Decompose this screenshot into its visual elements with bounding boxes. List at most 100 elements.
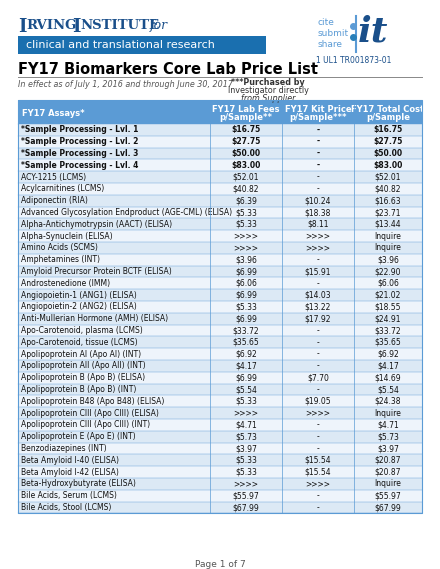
Text: Apolipoprotein CIII (Apo CIII) (INT): Apolipoprotein CIII (Apo CIII) (INT) [21, 420, 150, 430]
Text: $5.54: $5.54 [377, 385, 399, 394]
Text: $27.75: $27.75 [373, 137, 403, 146]
Text: >>>>: >>>> [305, 480, 330, 488]
Text: *Sample Processing - Lvl. 1: *Sample Processing - Lvl. 1 [21, 125, 138, 134]
Text: >>>>: >>>> [234, 480, 259, 488]
Text: *Sample Processing - Lvl. 2: *Sample Processing - Lvl. 2 [21, 137, 138, 146]
Text: -: - [316, 149, 319, 158]
Text: $55.97: $55.97 [233, 491, 259, 500]
Text: >>>>: >>>> [305, 409, 330, 418]
Text: $21.02: $21.02 [375, 291, 401, 300]
Text: $4.17: $4.17 [377, 361, 399, 370]
Text: FY17 Kit Price: FY17 Kit Price [285, 105, 351, 114]
Text: Beta Amyloid I-40 (ELISA): Beta Amyloid I-40 (ELISA) [21, 456, 119, 465]
Text: -: - [317, 326, 319, 335]
Text: -: - [316, 137, 319, 146]
Text: $23.71: $23.71 [375, 208, 401, 217]
Text: $5.73: $5.73 [377, 432, 399, 441]
Text: Amyloid Precursor Protein BCTF (ELISA): Amyloid Precursor Protein BCTF (ELISA) [21, 267, 172, 276]
Bar [18, 431, 422, 443]
Text: share: share [318, 40, 343, 49]
Bar [18, 289, 422, 301]
Text: $35.65: $35.65 [233, 338, 259, 347]
Text: $4.17: $4.17 [235, 361, 257, 370]
Text: submit: submit [318, 29, 349, 38]
Text: In effect as of July 1, 2016 and through June 30, 2017: In effect as of July 1, 2016 and through… [18, 80, 233, 89]
Text: Apolipoprotein CIII (Apo CIII) (ELISA): Apolipoprotein CIII (Apo CIII) (ELISA) [21, 409, 159, 418]
Text: Benzodiazepines (INT): Benzodiazepines (INT) [21, 444, 106, 453]
Text: $4.71: $4.71 [235, 420, 257, 430]
Text: Inquire: Inquire [374, 480, 401, 488]
Text: Page 1 of 7: Page 1 of 7 [194, 560, 246, 569]
Text: $8.11: $8.11 [307, 220, 329, 229]
Bar [18, 100, 422, 513]
Text: $6.99: $6.99 [235, 291, 257, 300]
Text: $3.97: $3.97 [235, 444, 257, 453]
Bar [18, 207, 422, 218]
Text: RVING: RVING [26, 19, 77, 32]
Text: ACY-1215 (LCMS): ACY-1215 (LCMS) [21, 172, 86, 182]
Bar [18, 360, 422, 372]
Bar [18, 395, 422, 407]
Bar [18, 266, 422, 278]
Text: -: - [317, 255, 319, 264]
Bar [18, 490, 422, 502]
Text: $6.99: $6.99 [235, 373, 257, 382]
Text: $15.91: $15.91 [305, 267, 331, 276]
Text: -: - [316, 125, 319, 134]
Text: >>>>: >>>> [234, 232, 259, 241]
Bar [18, 443, 422, 455]
Bar [18, 348, 422, 360]
Text: Beta-Hydroxybutyrate (ELISA): Beta-Hydroxybutyrate (ELISA) [21, 480, 136, 488]
Text: Anti-Mullerian Hormone (AMH) (ELISA): Anti-Mullerian Hormone (AMH) (ELISA) [21, 314, 168, 323]
Text: Inquire: Inquire [374, 409, 401, 418]
Text: Alpha-Synuclein (ELISA): Alpha-Synuclein (ELISA) [21, 232, 113, 241]
Text: $24.91: $24.91 [375, 314, 401, 323]
Text: $5.33: $5.33 [235, 220, 257, 229]
Text: -: - [317, 385, 319, 394]
Bar [18, 242, 422, 254]
Bar [18, 254, 422, 266]
Text: -: - [317, 432, 319, 441]
Text: $35.65: $35.65 [374, 338, 401, 347]
Text: for: for [150, 19, 168, 32]
Text: Angiopoietin-2 (ANG2) (ELISA): Angiopoietin-2 (ANG2) (ELISA) [21, 302, 137, 311]
Text: $33.72: $33.72 [233, 326, 259, 335]
Text: $10.24: $10.24 [305, 196, 331, 205]
Text: $4.71: $4.71 [377, 420, 399, 430]
Text: $52.01: $52.01 [233, 172, 259, 182]
Text: $67.99: $67.99 [374, 503, 401, 512]
Text: Androstenedione (IMM): Androstenedione (IMM) [21, 279, 110, 288]
Text: Amphetamines (INT): Amphetamines (INT) [21, 255, 100, 264]
Text: >>>>: >>>> [305, 232, 330, 241]
Text: -: - [317, 338, 319, 347]
Text: p/Sample**: p/Sample** [220, 113, 272, 122]
Text: $13.44: $13.44 [375, 220, 401, 229]
Bar [18, 372, 422, 384]
Bar [18, 407, 422, 419]
Text: $83.00: $83.00 [231, 161, 260, 170]
Text: $83.00: $83.00 [373, 161, 403, 170]
Bar [18, 195, 422, 207]
Text: $15.54: $15.54 [304, 468, 331, 477]
Text: from Supplier: from Supplier [241, 94, 295, 103]
Text: $50.00: $50.00 [374, 149, 403, 158]
Text: $3.97: $3.97 [377, 444, 399, 453]
Text: p/Sample: p/Sample [366, 113, 410, 122]
Text: $52.01: $52.01 [375, 172, 401, 182]
Text: *Sample Processing - Lvl. 4: *Sample Processing - Lvl. 4 [21, 161, 138, 170]
Text: $33.72: $33.72 [375, 326, 401, 335]
Bar [18, 478, 422, 490]
Text: Advanced Glycosylation Endproduct (AGE-CML) (ELISA): Advanced Glycosylation Endproduct (AGE-C… [21, 208, 232, 217]
Text: I: I [72, 18, 81, 36]
Text: Apo-Carotenoid, tissue (LCMS): Apo-Carotenoid, tissue (LCMS) [21, 338, 138, 347]
Text: -: - [317, 491, 319, 500]
Text: Alpha-Antichymotrypsin (AACT) (ELISA): Alpha-Antichymotrypsin (AACT) (ELISA) [21, 220, 172, 229]
Text: $40.82: $40.82 [375, 184, 401, 193]
Bar [18, 455, 422, 466]
Text: $19.05: $19.05 [304, 397, 331, 406]
Bar [18, 313, 422, 324]
Text: $5.33: $5.33 [235, 208, 257, 217]
Text: -: - [317, 172, 319, 182]
Bar [18, 159, 422, 171]
Text: $67.99: $67.99 [233, 503, 259, 512]
